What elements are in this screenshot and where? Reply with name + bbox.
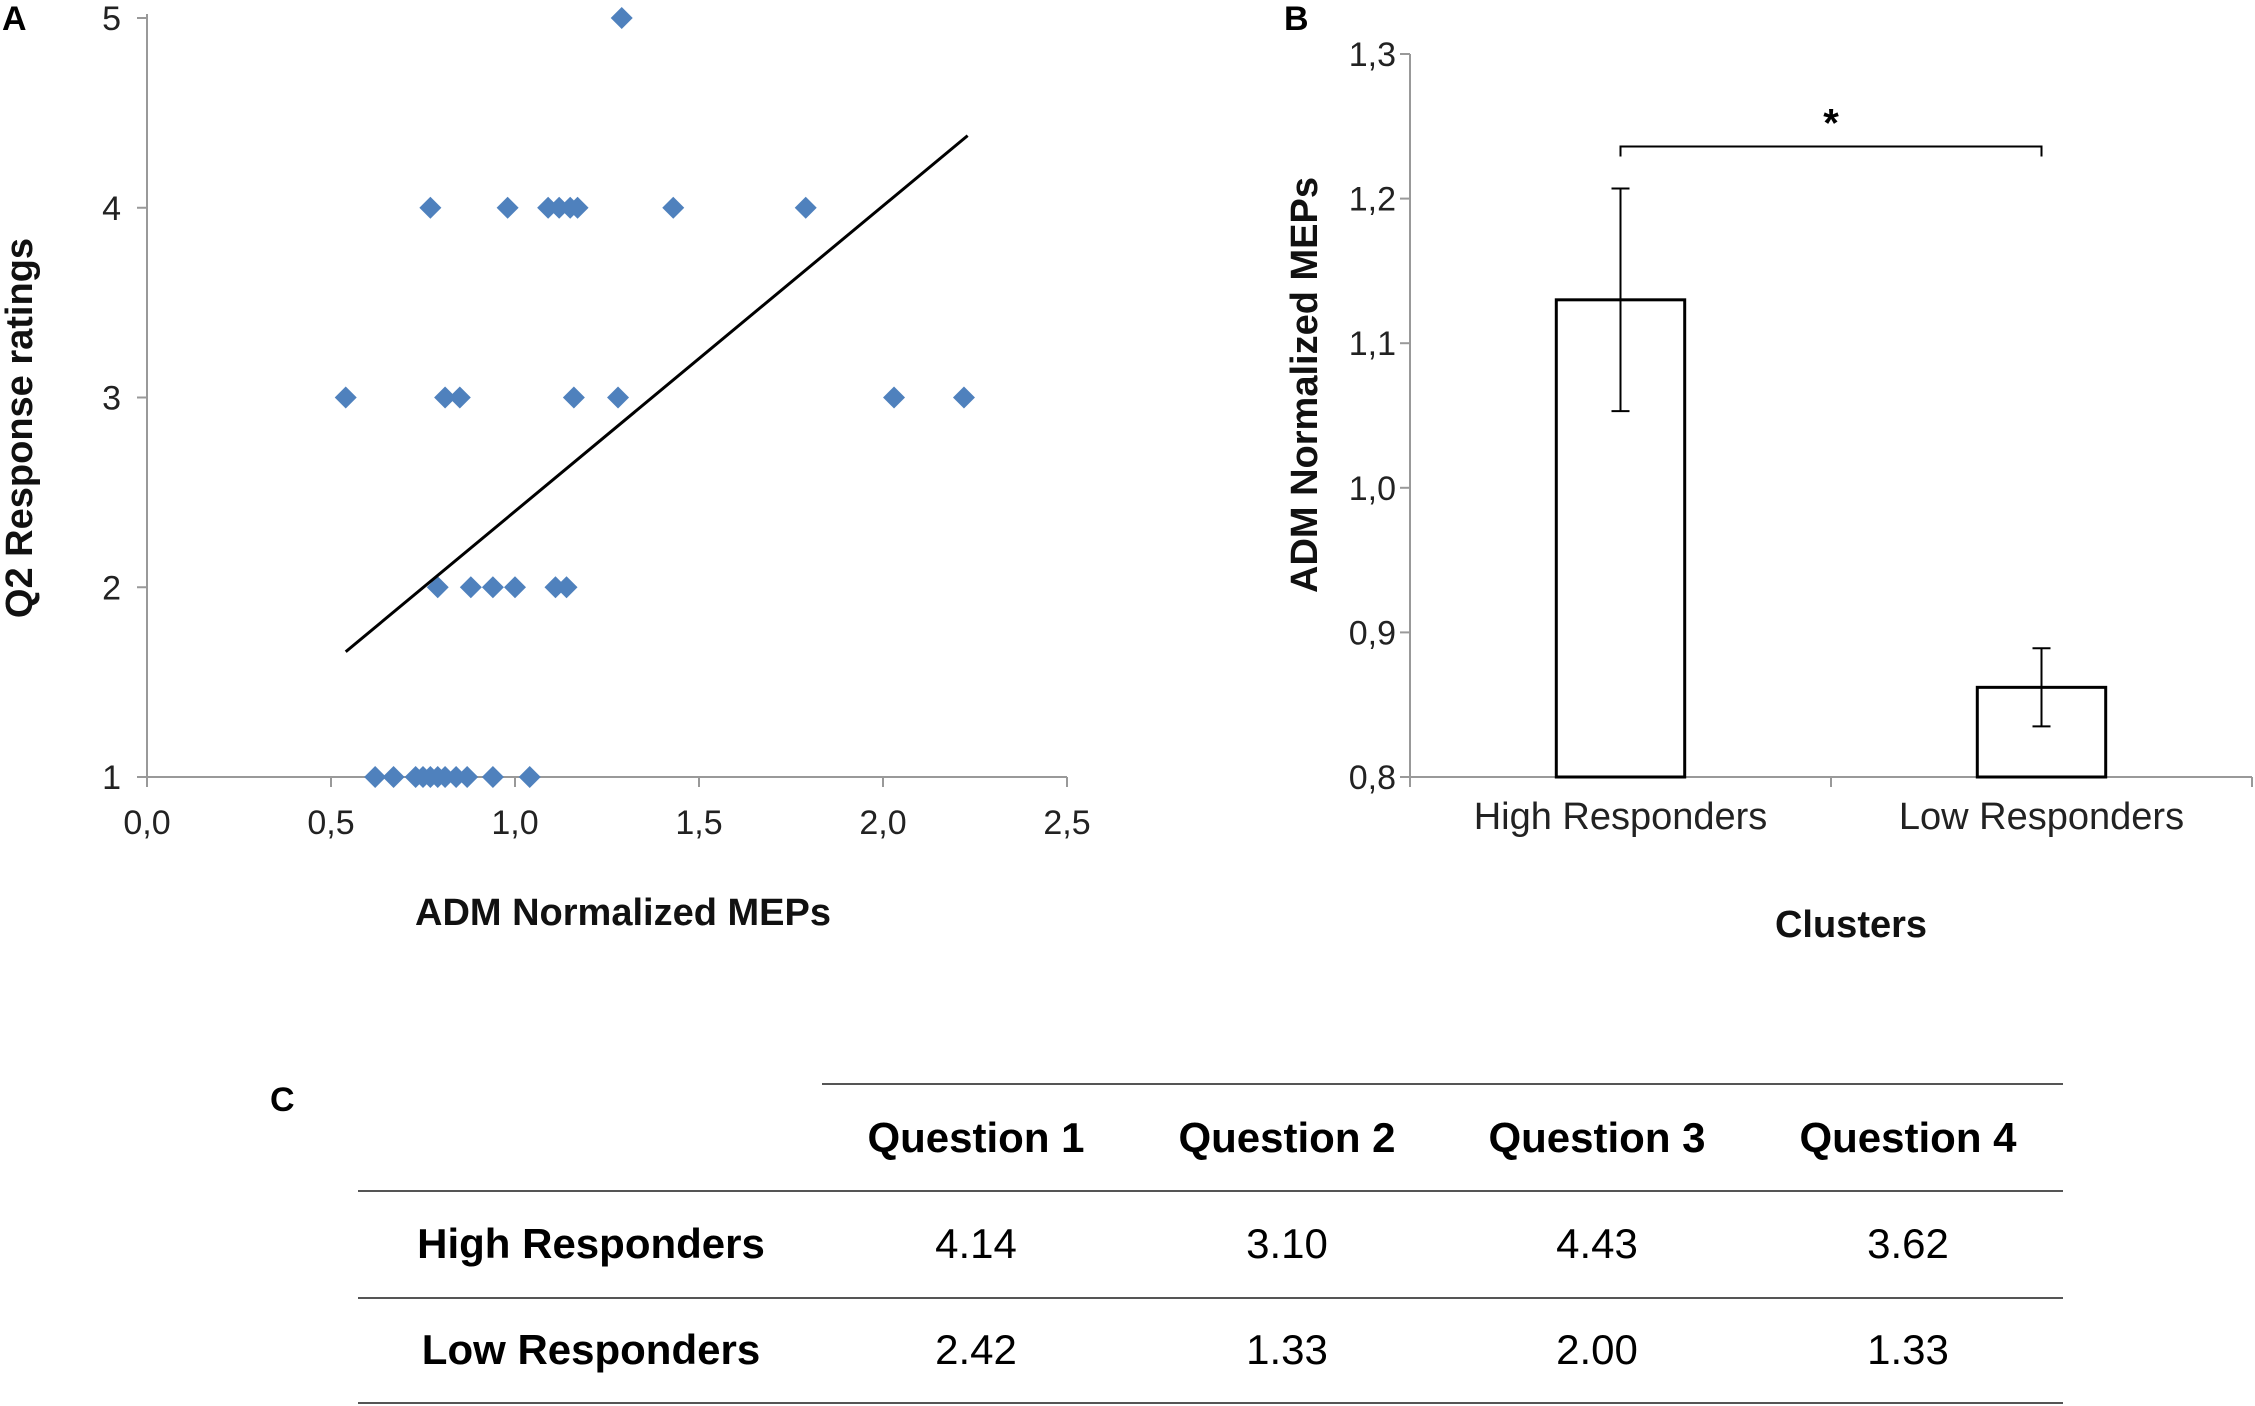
significance-marker: * bbox=[1823, 102, 1839, 146]
table-header-question-1: Question 1 bbox=[867, 1114, 1084, 1161]
table-row-label-high: High Responders bbox=[417, 1220, 765, 1267]
scatter-x-axis-title: ADM Normalized MEPs bbox=[415, 892, 831, 934]
data-point bbox=[334, 386, 357, 409]
trendline bbox=[344, 134, 969, 653]
category-label: High Responders bbox=[1474, 796, 1768, 838]
y-tick-label: 2 bbox=[102, 569, 121, 607]
table-cell: 4.43 bbox=[1556, 1220, 1638, 1267]
data-point bbox=[496, 196, 519, 219]
table-header-question-4: Question 4 bbox=[1799, 1114, 2017, 1161]
bar-y-axis-title: ADM Normalized MEPs bbox=[1284, 177, 1326, 593]
data-point bbox=[364, 766, 387, 788]
bar-x-axis-title: Clusters bbox=[1775, 904, 1927, 946]
data-point bbox=[555, 576, 578, 599]
table-cell: 1.33 bbox=[1867, 1326, 1949, 1373]
data-point bbox=[481, 576, 504, 599]
x-tick-label: 2,5 bbox=[1043, 804, 1090, 842]
table-cell: 3.10 bbox=[1246, 1220, 1328, 1267]
data-point bbox=[607, 386, 630, 409]
data-point bbox=[794, 196, 817, 219]
x-tick-label: 0,0 bbox=[123, 804, 170, 842]
data-point bbox=[445, 766, 468, 788]
table-row-label-low: Low Responders bbox=[422, 1326, 760, 1373]
bar-panel: B 0,8 0,9 1,0 1,1 1,2 1,3 High Responders Low … bbox=[1284, 0, 2253, 946]
data-point bbox=[456, 766, 479, 788]
data-point bbox=[566, 196, 589, 219]
data-point bbox=[481, 766, 504, 788]
significance-bracket bbox=[1619, 145, 2043, 157]
data-point bbox=[952, 386, 975, 409]
data-point bbox=[883, 386, 906, 409]
y-tick-label: 0,9 bbox=[1349, 614, 1396, 652]
data-point bbox=[562, 386, 585, 409]
data-point bbox=[662, 196, 685, 219]
table-cell: 4.14 bbox=[935, 1220, 1017, 1267]
x-tick-label: 0,5 bbox=[307, 804, 354, 842]
data-point bbox=[426, 576, 449, 599]
data-point bbox=[518, 766, 541, 788]
y-tick-label: 1,3 bbox=[1349, 36, 1396, 74]
data-point bbox=[548, 196, 571, 219]
table-header-question-2: Question 2 bbox=[1178, 1114, 1395, 1161]
summary-table: C Question 1 Question 2 Question 3 Quest… bbox=[270, 1081, 2063, 1404]
data-point bbox=[544, 576, 567, 599]
y-tick-label: 1,2 bbox=[1349, 181, 1396, 219]
data-point bbox=[419, 196, 442, 219]
y-tick-label: 5 bbox=[102, 0, 121, 38]
data-point bbox=[448, 386, 471, 409]
table-cell: 2.00 bbox=[1556, 1326, 1638, 1373]
panel-label-b: B bbox=[1284, 0, 1309, 38]
data-point bbox=[382, 766, 405, 788]
bar bbox=[1975, 685, 2108, 779]
y-tick-label: 0,8 bbox=[1349, 759, 1396, 797]
table-cell: 2.42 bbox=[935, 1326, 1017, 1373]
panel-label-c: C bbox=[270, 1081, 295, 1119]
category-label: Low Responders bbox=[1899, 796, 2184, 838]
data-point bbox=[537, 196, 560, 219]
y-tick-label: 1,0 bbox=[1349, 470, 1396, 508]
scatter-y-axis-title: Q2 Response ratings bbox=[0, 238, 41, 618]
data-point bbox=[504, 576, 526, 599]
x-tick-label: 2,0 bbox=[859, 804, 906, 842]
scatter-panel: A 1 2 3 4 5 0,0 0,5 1,0 1,5 2,0 2,5 ADM Normalize… bbox=[0, 0, 1091, 934]
table-cell: 1.33 bbox=[1246, 1326, 1328, 1373]
panel-label-a: A bbox=[2, 0, 27, 38]
x-tick-label: 1,5 bbox=[675, 804, 722, 842]
data-point bbox=[434, 386, 457, 409]
data-point bbox=[610, 7, 633, 29]
data-point bbox=[459, 576, 482, 599]
y-tick-label: 1 bbox=[102, 759, 121, 797]
table-cell: 3.62 bbox=[1867, 1220, 1949, 1267]
y-tick-label: 3 bbox=[102, 380, 121, 418]
y-tick-label: 4 bbox=[102, 190, 121, 228]
data-point bbox=[434, 766, 457, 788]
y-tick-label: 1,1 bbox=[1349, 325, 1396, 363]
table-header-question-3: Question 3 bbox=[1488, 1114, 1705, 1161]
x-tick-label: 1,0 bbox=[491, 804, 538, 842]
